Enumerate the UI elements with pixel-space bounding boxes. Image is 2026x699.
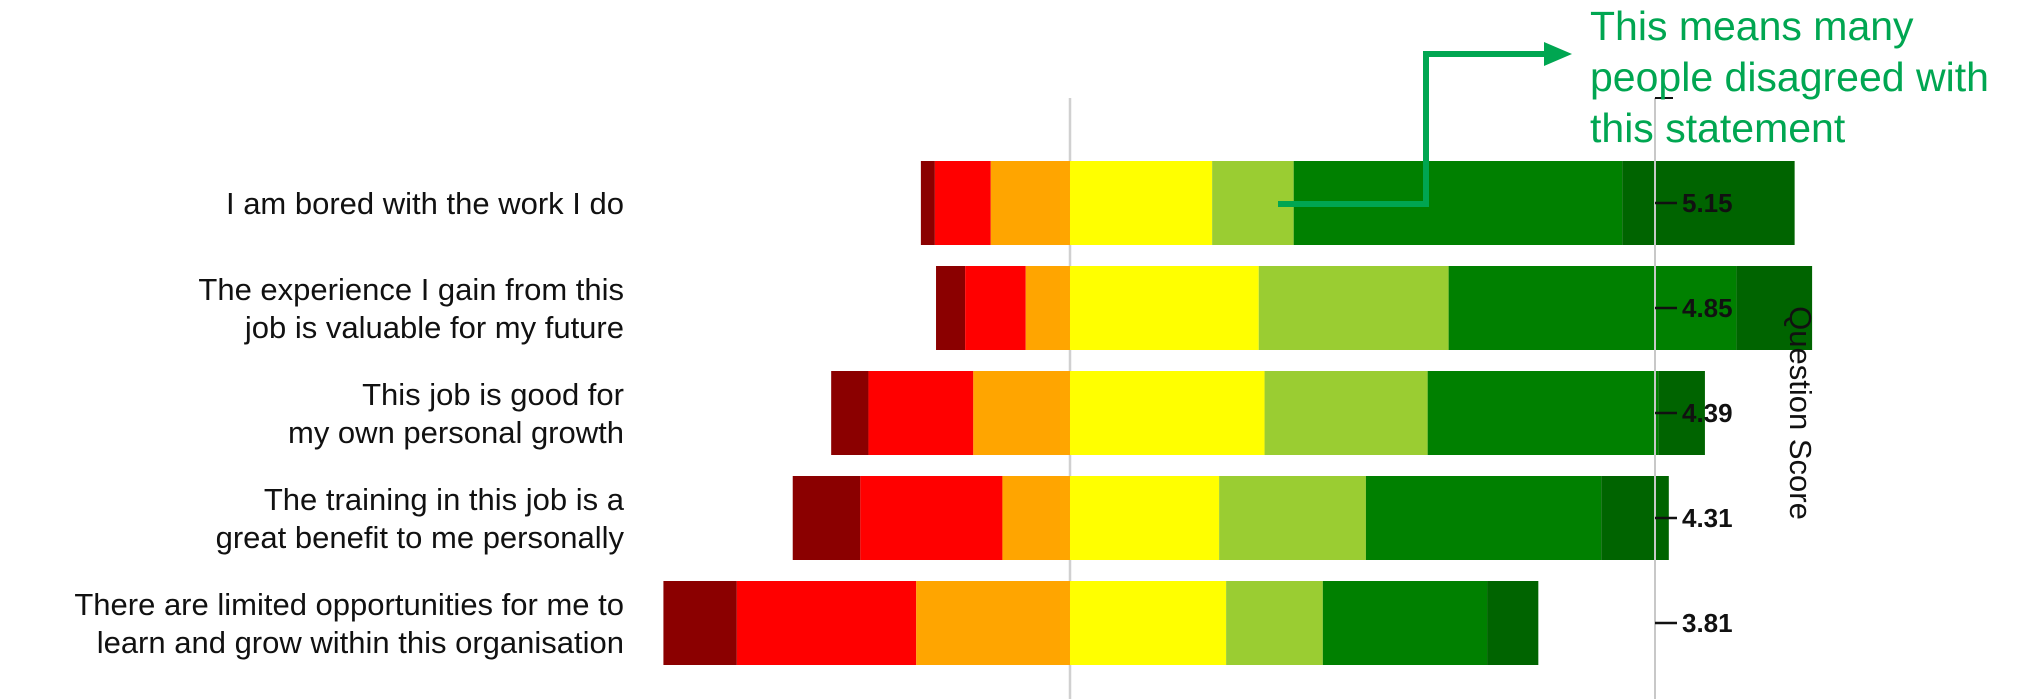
score-label: 5.15 (1682, 188, 1733, 218)
bar-segment (1070, 476, 1220, 560)
bar-segment (1487, 581, 1539, 665)
question-label: learn and grow within this organisation (97, 625, 624, 660)
bar-segment (973, 371, 1070, 455)
question-label: This job is good for (362, 377, 624, 412)
bar-segment (831, 371, 869, 455)
question-label: my own personal growth (288, 415, 624, 450)
bar-segment (1070, 581, 1227, 665)
bar-segment (792, 476, 861, 560)
bar-segment (1226, 581, 1323, 665)
bar-segment (1736, 266, 1813, 350)
bar-segment (1448, 266, 1737, 350)
bar-segment (736, 581, 917, 665)
stacked-bars (663, 161, 1813, 665)
question-labels: I am bored with the work I do The experie… (74, 186, 624, 660)
question-label: great benefit to me personally (216, 520, 625, 555)
callout-arrow-head (1544, 42, 1572, 66)
bar-segment (1427, 371, 1659, 455)
question-label: I am bored with the work I do (226, 186, 624, 221)
bar-segment (1070, 161, 1213, 245)
question-label: The experience I gain from this (198, 272, 624, 307)
bar-segment (990, 161, 1070, 245)
bar-segment (916, 581, 1070, 665)
bar-segment (936, 266, 966, 350)
question-label: There are limited opportunities for me t… (74, 587, 624, 622)
score-label: 4.39 (1682, 398, 1733, 428)
callout-annotation: This means many people disagreed with this… (1278, 3, 1989, 207)
bar-segment (860, 476, 1003, 560)
bar-segment (934, 161, 991, 245)
score-label: 4.31 (1682, 503, 1733, 533)
bar-segment (1622, 161, 1795, 245)
bar-segment (1002, 476, 1070, 560)
bar-segment (1025, 266, 1070, 350)
bar-segment (1219, 476, 1366, 560)
callout-arrow-line (1278, 51, 1545, 207)
bar-segment (868, 371, 974, 455)
score-axis-title: Question Score (1783, 306, 1818, 520)
score-labels: 5.15 4.85 4.39 4.31 3.81 (1655, 97, 1733, 638)
bar-segment (1365, 476, 1602, 560)
bar-segment (920, 161, 935, 245)
callout-text: This means many (1590, 3, 1914, 49)
bar-segment (1070, 266, 1259, 350)
bar-segment (1322, 581, 1488, 665)
callout-text: this statement (1590, 105, 1846, 151)
bar-segment (965, 266, 1026, 350)
bar-segment (1070, 371, 1265, 455)
question-label: job is valuable for my future (244, 310, 624, 345)
callout-text: people disagreed with (1590, 54, 1989, 100)
bar-segment (1264, 371, 1428, 455)
bar-segment (1258, 266, 1449, 350)
bar-segment (663, 581, 737, 665)
score-label: 4.85 (1682, 293, 1733, 323)
score-label: 3.81 (1682, 608, 1733, 638)
question-label: The training in this job is a (264, 482, 625, 517)
